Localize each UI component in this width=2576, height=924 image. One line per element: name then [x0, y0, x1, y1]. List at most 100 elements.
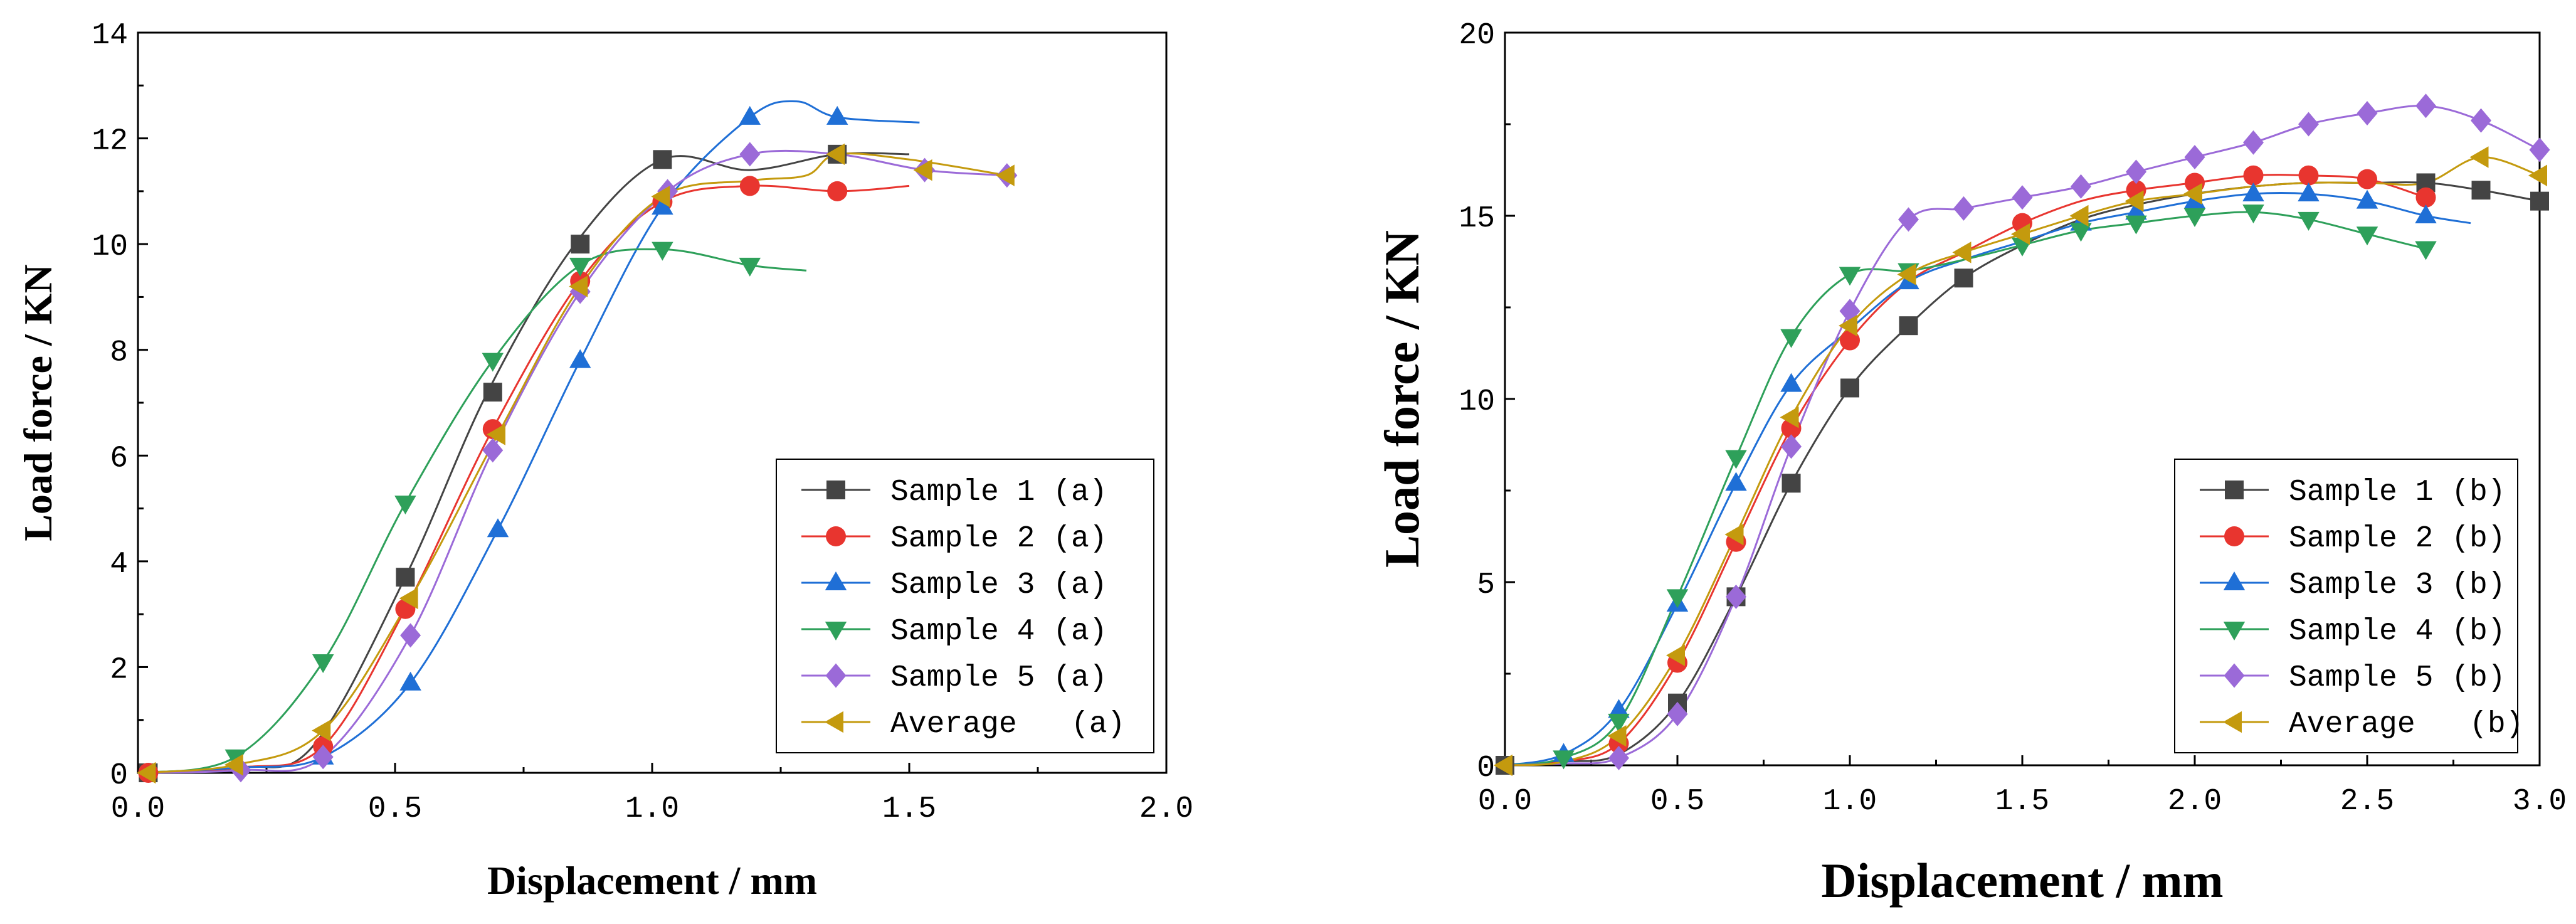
- legend-marker: [825, 711, 843, 733]
- legend-marker: [825, 622, 847, 640]
- data-point-series-6: [2011, 223, 2030, 245]
- x-tick-label: 1.5: [1995, 785, 2049, 819]
- legend-marker: [825, 663, 847, 688]
- data-point-series-1: [1899, 316, 1918, 336]
- y-tick-label: 14: [92, 19, 128, 53]
- data-point-series-5: [2071, 174, 2091, 199]
- data-point-series-6: [487, 423, 505, 445]
- x-tick-label: 0.0: [1478, 785, 1532, 819]
- data-point-series-5: [1839, 299, 1861, 324]
- legend-marker: [2223, 571, 2246, 590]
- data-point-series-1: [571, 235, 590, 254]
- legend-label: Sample 5 (b): [2289, 661, 2506, 695]
- data-point-series-6: [1780, 406, 1799, 428]
- y-tick-label: 6: [110, 442, 128, 475]
- data-point-series-5: [2357, 100, 2378, 125]
- data-point-series-1: [483, 383, 502, 402]
- y-tick-label: 10: [92, 230, 128, 264]
- y-tick-label: 10: [1459, 385, 1495, 419]
- x-tick-label: 2.0: [2168, 785, 2222, 819]
- data-point-series-6: [137, 762, 156, 784]
- data-point-series-5: [1898, 207, 1919, 232]
- data-point-series-2: [2357, 169, 2377, 189]
- data-point-series-5: [1667, 701, 1688, 726]
- x-tick-label: 2.0: [1139, 792, 1193, 826]
- legend-marker: [2223, 711, 2242, 733]
- y-tick-label: 0: [1477, 751, 1495, 785]
- data-point-series-5: [2298, 112, 2319, 137]
- data-point-series-5: [2471, 108, 2491, 133]
- data-point-series-6: [913, 159, 932, 181]
- data-point-series-3: [826, 105, 848, 125]
- data-point-series-5: [2529, 137, 2550, 162]
- data-point-series-3: [1608, 699, 1630, 718]
- data-point-series-6: [826, 143, 845, 166]
- data-point-series-4: [569, 257, 591, 277]
- data-point-series-4: [1666, 589, 1689, 608]
- data-point-series-5: [1781, 434, 1802, 459]
- data-point-series-1: [1840, 378, 1859, 398]
- legend-marker: [2224, 526, 2244, 546]
- legend: Sample 1 (a) Sample 2 (a) Sample 3 (a) Samp…: [776, 459, 1154, 753]
- legend-marker: [825, 571, 847, 590]
- data-point-series-6: [2069, 204, 2089, 227]
- series-line-2: [138, 184, 910, 774]
- data-point-series-2: [2415, 187, 2436, 208]
- legend-label: Sample 3 (a): [890, 568, 1107, 602]
- data-point-series-6: [1494, 754, 1512, 777]
- data-point-series-3: [399, 671, 421, 691]
- data-point-series-2: [739, 176, 760, 196]
- data-point-series-3: [2298, 182, 2320, 201]
- legend-marker: [2224, 663, 2245, 688]
- legend-label: Average (b): [2289, 708, 2523, 741]
- data-point-series-4: [2415, 241, 2437, 260]
- data-point-series-6: [1607, 725, 1627, 747]
- data-point-series-3: [2356, 189, 2378, 209]
- data-point-series-5: [1726, 584, 1746, 609]
- legend: Sample 1 (b) Sample 2 (b) Sample 3 (b) Samp…: [2174, 459, 2523, 753]
- legend-label: Sample 5 (a): [890, 661, 1107, 695]
- data-point-series-4: [1608, 713, 1630, 733]
- data-point-series-6: [2528, 164, 2547, 187]
- data-point-series-4: [482, 353, 504, 372]
- data-point-series-2: [827, 181, 848, 201]
- legend-label: Sample 4 (a): [890, 615, 1107, 649]
- data-point-series-5: [482, 438, 504, 463]
- data-point-series-6: [1839, 314, 1857, 337]
- x-tick-label: 2.5: [2340, 785, 2394, 819]
- legend-label: Sample 3 (b): [2289, 568, 2506, 602]
- data-point-series-5: [2415, 93, 2436, 119]
- series-line-4: [138, 248, 807, 774]
- data-point-series-4: [1780, 329, 1802, 348]
- data-point-series-6: [651, 186, 670, 208]
- data-point-series-6: [2125, 190, 2144, 212]
- data-point-series-3: [2125, 201, 2147, 220]
- data-point-series-5: [1953, 196, 1974, 221]
- data-point-series-1: [1782, 474, 1801, 493]
- x-tick-label: 0.5: [1650, 785, 1704, 819]
- data-point-series-4: [2242, 204, 2264, 224]
- data-point-series-4: [312, 654, 334, 673]
- x-tick-label: 1.5: [882, 792, 936, 826]
- x-tick-label: 0.5: [368, 792, 422, 826]
- chart-b: 0.0 0.5 1.0 1.5 2.0 2.5 3.0 0 5 10 15 20 Displacemen…: [1375, 19, 2567, 908]
- data-point-series-6: [569, 275, 588, 297]
- y-axis-title: Load force / KN: [16, 264, 60, 541]
- y-tick-label: 0: [110, 759, 128, 793]
- data-point-series-4: [2183, 208, 2206, 227]
- legend-label: Sample 4 (b): [2289, 615, 2506, 649]
- legend-marker: [826, 481, 845, 499]
- legend-marker: [826, 526, 846, 546]
- x-axis-title: Displacement / mm: [1821, 853, 2223, 908]
- data-point-series-6: [1666, 644, 1685, 667]
- data-point-series-3: [739, 105, 761, 125]
- data-point-series-2: [2298, 165, 2319, 186]
- x-tick-label: 3.0: [2513, 785, 2567, 819]
- data-point-series-3: [2242, 182, 2264, 201]
- data-point-series-2: [1840, 330, 1860, 351]
- data-point-series-4: [394, 496, 416, 515]
- data-point-series-6: [1952, 242, 1972, 263]
- data-point-series-3: [652, 196, 673, 215]
- data-point-series-5: [1608, 745, 1629, 770]
